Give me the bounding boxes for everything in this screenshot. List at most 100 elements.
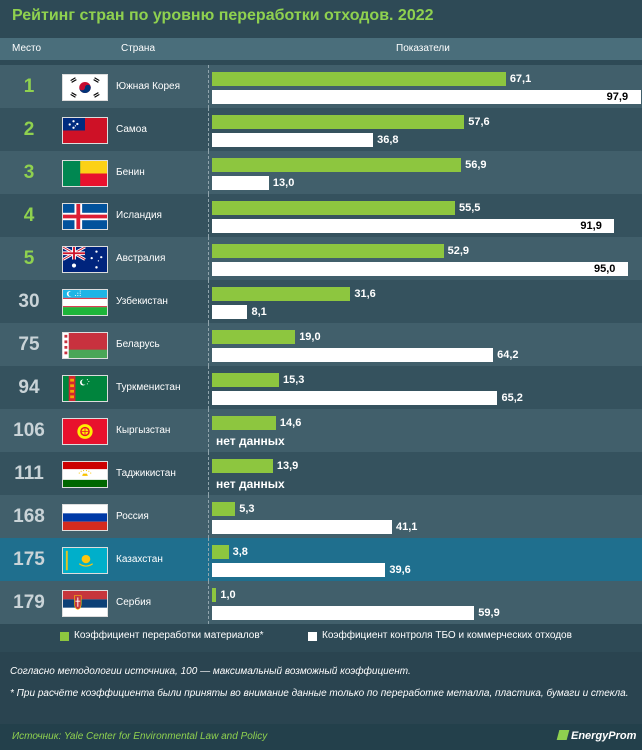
source-text: Источник: Yale Center for Environmental …	[12, 731, 268, 742]
rank-label: 1	[23, 76, 35, 97]
rank-label: 175	[13, 549, 45, 570]
country-label: Таджикистан	[116, 468, 176, 479]
country-label: Россия	[116, 511, 149, 522]
table-row: 4 Исландия 55,5 91,9	[0, 194, 642, 237]
data-label-control: 59,9	[478, 607, 500, 619]
axis-divider	[208, 366, 210, 409]
data-label-recycling: 5,3	[239, 503, 255, 515]
bar-recycling	[212, 416, 276, 430]
data-label-control: 36,8	[377, 134, 399, 146]
country-label: Бенин	[116, 167, 145, 178]
flag-samoa-icon	[62, 117, 108, 144]
bar-recycling	[212, 588, 217, 602]
bar-control	[212, 391, 498, 405]
bar-recycling	[212, 373, 279, 387]
table-row: 30 Узбекистан 31,6 8,1	[0, 280, 642, 323]
axis-divider	[208, 280, 210, 323]
bar-control	[212, 176, 269, 190]
flag-kazakhstan-icon	[62, 547, 108, 574]
bar-control	[212, 606, 475, 620]
country-label: Исландия	[116, 210, 162, 221]
table-row: 75 Беларусь 19,0 64,2	[0, 323, 642, 366]
axis-divider	[208, 409, 210, 452]
no-data-label: нет данных	[216, 434, 285, 448]
rank-label: 75	[18, 334, 40, 355]
data-label-control: 97,9	[606, 91, 629, 103]
bar-recycling	[212, 244, 444, 258]
country-label: Казахстан	[116, 554, 163, 565]
bar-recycling	[212, 545, 229, 559]
axis-divider	[208, 581, 210, 624]
chart-rows: 1 Южная Корея 67,1 97,9 2 Самоа 57,6 36,8 3 Бенин…	[0, 65, 642, 624]
bar-control	[212, 563, 386, 577]
rank-label: 4	[23, 205, 35, 226]
note-methodology: Согласно методологии источника, 100 — ма…	[10, 666, 411, 677]
bar-control	[212, 133, 374, 147]
axis-divider	[208, 65, 210, 108]
country-label: Южная Корея	[116, 81, 180, 92]
data-label-recycling: 14,6	[279, 417, 302, 429]
rank-label: 111	[14, 463, 44, 484]
data-label-recycling: 13,9	[276, 460, 299, 472]
data-label-control: 13,0	[272, 177, 295, 189]
flag-south-korea-icon	[62, 74, 108, 101]
table-row: 2 Самоа 57,6 36,8	[0, 108, 642, 151]
rank-label: 168	[13, 506, 45, 527]
chart-title: Рейтинг стран по уровню переработки отхо…	[12, 7, 434, 24]
bar-recycling	[212, 158, 462, 172]
country-label: Туркменистан	[116, 382, 181, 393]
header-indicators: Показатели	[396, 43, 450, 54]
table-row: 106 Кыргызстан 14,6 нет данных	[0, 409, 642, 452]
bar-recycling	[212, 330, 296, 344]
bar-recycling	[212, 287, 351, 301]
table-header: Место Страна Показатели	[0, 38, 642, 60]
axis-divider	[208, 108, 210, 151]
data-label-recycling: 1,0	[220, 589, 236, 601]
axis-divider	[208, 194, 210, 237]
axis-divider	[208, 452, 210, 495]
legend-label-recycling: Коэффициент переработки материалов*	[74, 630, 264, 641]
country-label: Беларусь	[116, 339, 160, 350]
table-row: 168 Россия 5,3 41,1	[0, 495, 642, 538]
rank-label: 5	[23, 248, 35, 269]
data-label-control: 64,2	[497, 349, 519, 361]
bar-control	[212, 520, 392, 534]
legend-swatch-control	[308, 632, 317, 641]
data-label-control: 65,2	[501, 392, 523, 404]
footnotes: Согласно методологии источника, 100 — ма…	[0, 652, 642, 724]
bar-recycling	[212, 115, 465, 129]
axis-divider	[208, 495, 210, 538]
bar-recycling	[212, 459, 273, 473]
no-data-label: нет данных	[216, 477, 285, 491]
bar-recycling	[212, 201, 456, 215]
bar-control	[212, 90, 641, 104]
data-label-recycling: 56,9	[465, 159, 487, 171]
flag-serbia-icon	[62, 590, 108, 617]
logo-mark-icon	[556, 730, 570, 740]
data-label-recycling: 19,0	[299, 331, 321, 343]
flag-belarus-icon	[62, 332, 108, 359]
bar-recycling	[212, 502, 236, 516]
bar-control	[212, 305, 248, 319]
data-label-recycling: 57,6	[468, 116, 490, 128]
table-row: 94 Туркменистан 15,3 65,2	[0, 366, 642, 409]
country-label: Сербия	[116, 597, 152, 608]
flag-russia-icon	[62, 504, 108, 531]
rank-label: 2	[23, 119, 35, 140]
country-label: Австралия	[116, 253, 166, 264]
flag-uzbekistan-icon	[62, 289, 108, 316]
axis-divider	[208, 237, 210, 280]
data-label-control: 39,6	[389, 564, 411, 576]
rank-label: 30	[18, 291, 40, 312]
bar-recycling	[212, 72, 506, 86]
flag-tajikistan-icon	[62, 461, 108, 488]
header-country: Страна	[121, 43, 156, 54]
rank-label: 3	[23, 162, 35, 183]
legend-label-control: Коэффициент контроля ТБО и коммерческих …	[322, 630, 572, 641]
data-label-recycling: 31,6	[354, 288, 376, 300]
data-label-recycling: 3,8	[232, 546, 248, 558]
footer: Источник: Yale Center for Environmental …	[0, 724, 642, 750]
note-asterisk: * При расчёте коэффициента были приняты …	[10, 688, 629, 699]
table-row: 179 Сербия 1,0 59,9	[0, 581, 642, 624]
data-label-recycling: 67,1	[509, 73, 532, 85]
